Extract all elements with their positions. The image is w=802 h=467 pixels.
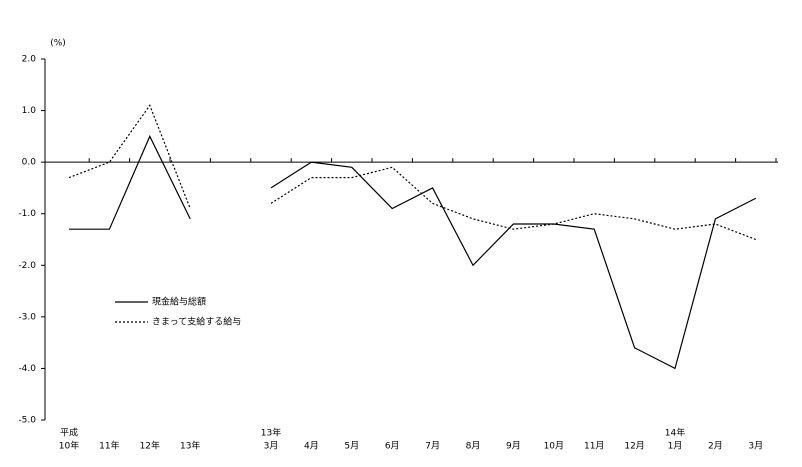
y-axis-label: (%) bbox=[50, 39, 66, 49]
y-tick-label: 2.0 bbox=[22, 55, 37, 65]
x-tick-label: 12年 bbox=[140, 440, 160, 452]
y-tick-label: -2.0 bbox=[18, 261, 36, 271]
x-tick-label: 5月 bbox=[344, 441, 359, 452]
series-line bbox=[69, 134, 757, 370]
x-tick-label: 11月 bbox=[584, 441, 604, 452]
x-tick-label: 11年 bbox=[99, 440, 119, 452]
x-tick-label: 1月 bbox=[668, 441, 683, 452]
x-tick-top-label: 平成 bbox=[60, 427, 78, 439]
y-tick-label: -1.0 bbox=[18, 209, 36, 219]
x-tick-top-label: 14年 bbox=[665, 427, 685, 439]
y-tick-label: -5.0 bbox=[18, 416, 36, 426]
legend-label: きまって支給する給与 bbox=[152, 316, 241, 328]
x-tick-label: 3月 bbox=[748, 441, 763, 452]
x-tick-label: 4月 bbox=[304, 441, 319, 452]
y-tick-label: 1.0 bbox=[22, 106, 37, 116]
x-tick-label: 2月 bbox=[708, 441, 723, 452]
x-tick-top-label: 13年 bbox=[261, 427, 281, 439]
series-line bbox=[68, 104, 757, 241]
y-tick-label: -4.0 bbox=[18, 364, 36, 374]
x-tick-label: 3月 bbox=[264, 441, 279, 452]
x-tick-label: 9月 bbox=[506, 441, 521, 452]
x-tick-label: 7月 bbox=[425, 441, 440, 452]
x-tick-label: 10月 bbox=[544, 441, 564, 452]
y-tick-label: 0.0 bbox=[22, 158, 37, 168]
x-tick-label: 12月 bbox=[624, 441, 644, 452]
y-tick-label: -3.0 bbox=[18, 312, 36, 322]
x-tick-label: 13年 bbox=[180, 440, 200, 452]
x-tick-label: 8月 bbox=[466, 441, 481, 452]
x-tick-label: 6月 bbox=[385, 441, 400, 452]
legend-label: 現金給与総額 bbox=[152, 296, 206, 308]
x-tick-label: 10年 bbox=[59, 440, 79, 452]
